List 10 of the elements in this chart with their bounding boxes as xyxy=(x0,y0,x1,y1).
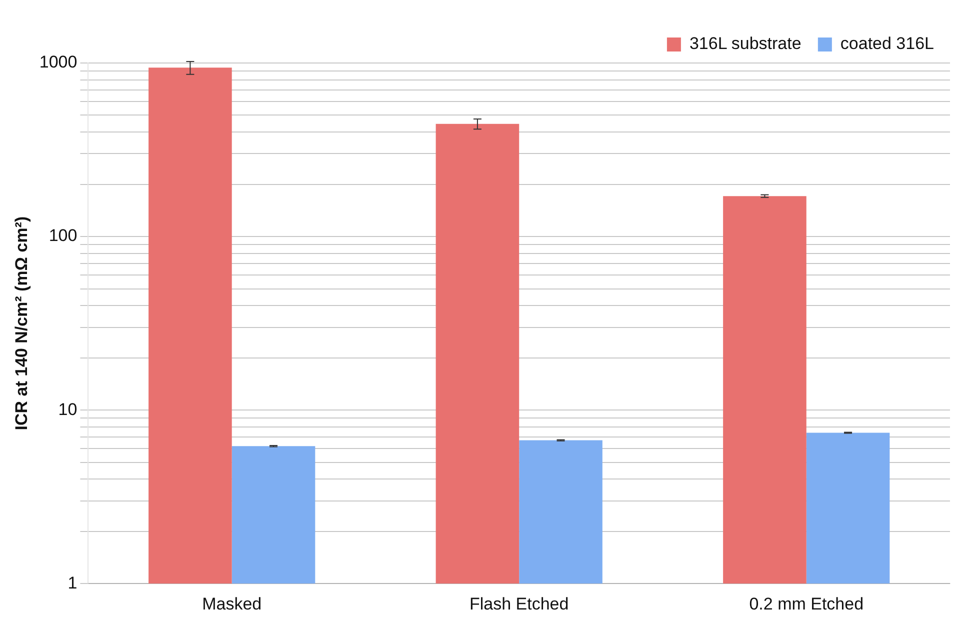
y-tick-label: 100 xyxy=(48,226,78,246)
y-axis-title: ICR at 140 N/cm² (mΩ cm²) xyxy=(12,216,31,430)
x-tick-label: Flash Etched xyxy=(469,594,569,614)
y-tick-label: 1 xyxy=(68,573,78,592)
y-tick-label: 10 xyxy=(58,400,78,419)
x-tick-label: 0.2 mm Etched xyxy=(749,594,864,614)
legend-label: 316L substrate xyxy=(689,34,802,54)
legend-label: coated 316L xyxy=(840,34,934,54)
x-tick-label: Masked xyxy=(202,594,262,614)
y-tick-label: 1000 xyxy=(39,52,78,72)
